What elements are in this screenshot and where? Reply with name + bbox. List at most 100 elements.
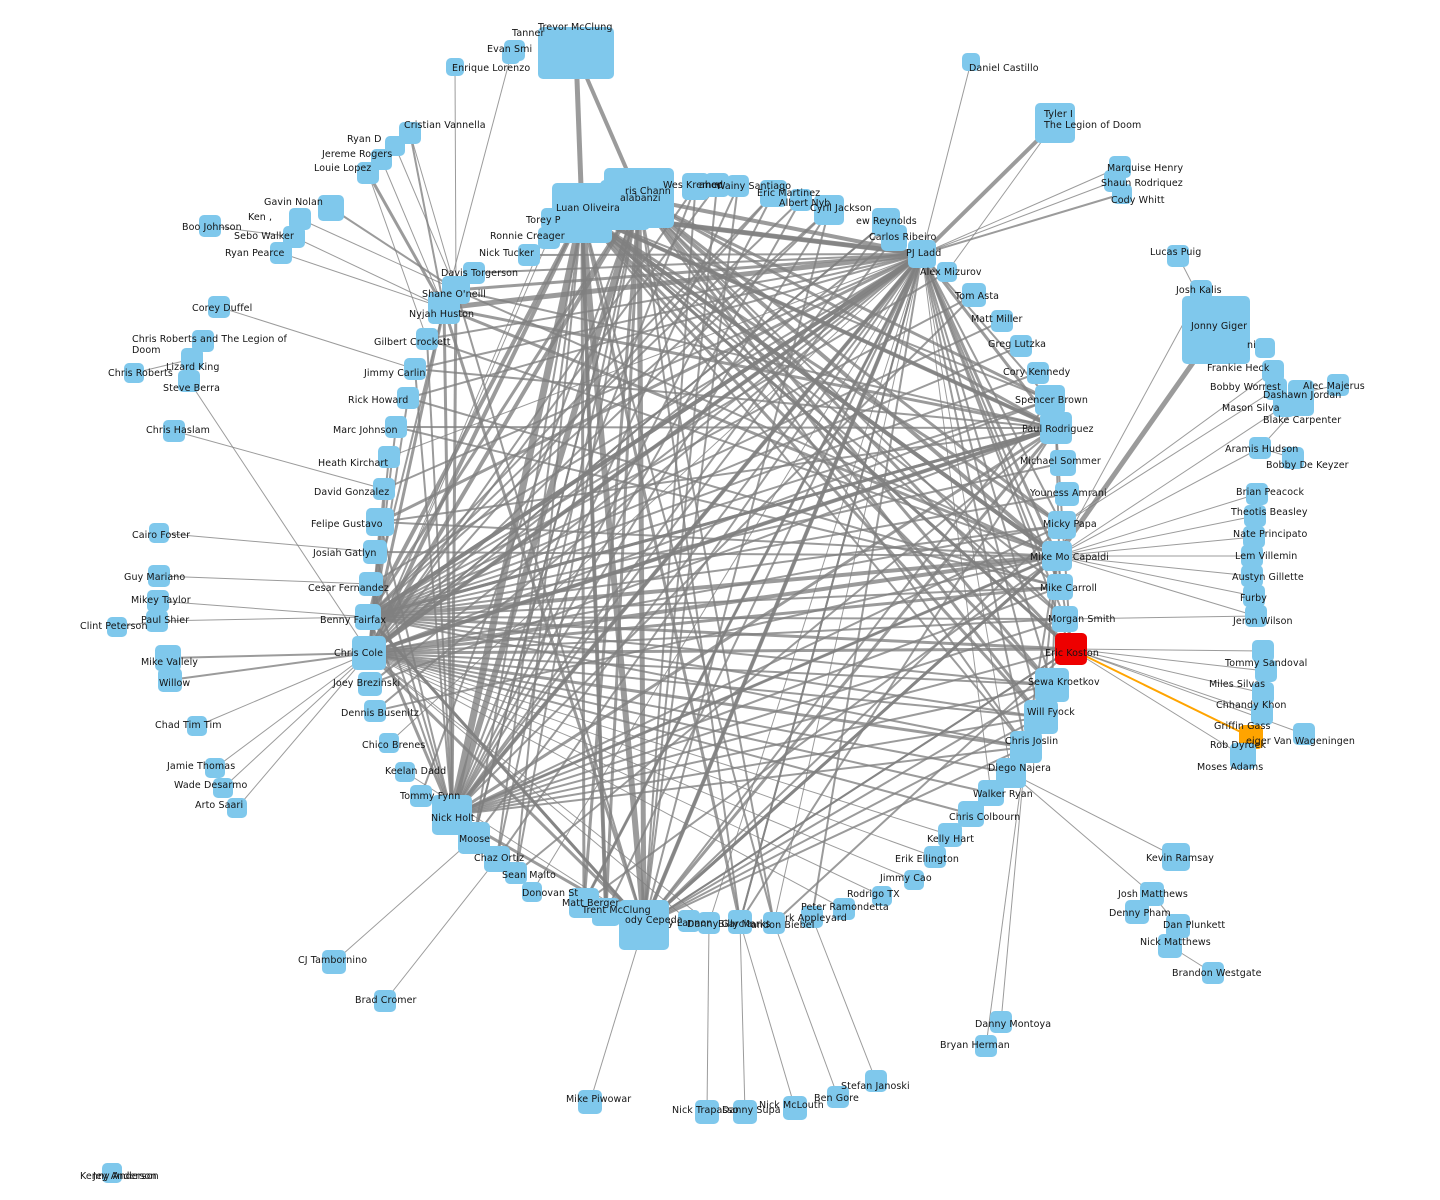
- graph-node-frankie-heck[interactable]: [1262, 360, 1284, 382]
- graph-node-mark-appleyard[interactable]: [801, 906, 823, 928]
- graph-node-cyril-jackson[interactable]: [814, 195, 844, 225]
- graph-node-steve-berra[interactable]: [178, 370, 200, 392]
- graph-node-chico-brenes[interactable]: [379, 733, 399, 753]
- graph-node-austyn-gillette[interactable]: [1241, 565, 1263, 587]
- graph-node-clint-peterson[interactable]: [107, 617, 127, 637]
- graph-node-marc-johnson[interactable]: [385, 416, 407, 438]
- graph-node-joey-brezinski[interactable]: [358, 672, 382, 696]
- graph-node-bryan-herman[interactable]: [975, 1035, 997, 1057]
- graph-node-youness-amrani[interactable]: [1055, 482, 1079, 506]
- graph-node-chris-cole[interactable]: [352, 636, 386, 670]
- graph-node-keelan-dadd[interactable]: [395, 762, 415, 782]
- graph-node-tommy-fynn[interactable]: [410, 785, 432, 807]
- graph-node-tyler-i[interactable]: [1035, 103, 1075, 143]
- graph-node-ryan-pearce[interactable]: [270, 242, 292, 264]
- graph-node-chris-haslam[interactable]: [163, 420, 185, 442]
- graph-node-paul-shier[interactable]: [146, 610, 168, 632]
- graph-node-gavin-nolan[interactable]: [318, 195, 344, 221]
- graph-node-matt-miller[interactable]: [991, 310, 1013, 332]
- graph-node-benny-fairfax[interactable]: [355, 604, 381, 630]
- graph-node-wainy-santiago[interactable]: [727, 175, 749, 197]
- graph-node-alex-mizurov[interactable]: [937, 262, 957, 282]
- graph-node-danny-montoya[interactable]: [990, 1011, 1012, 1033]
- graph-node-eric-koston[interactable]: [1055, 633, 1087, 665]
- graph-node-rodrigo-tx[interactable]: [872, 886, 892, 906]
- graph-node-cj-tambornino[interactable]: [322, 950, 346, 974]
- graph-node-chris-roberts[interactable]: [124, 363, 144, 383]
- graph-node-trent-mcclung[interactable]: [592, 898, 620, 926]
- graph-node-enrique-lorenzo[interactable]: [446, 58, 464, 76]
- graph-node-geiger-van-wageningen[interactable]: [1293, 723, 1315, 745]
- graph-node-lucas-puig[interactable]: [1167, 245, 1189, 267]
- graph-node-mike-carroll[interactable]: [1047, 574, 1073, 600]
- graph-node-mike-mo-capaldi[interactable]: [1042, 541, 1072, 571]
- graph-node-willow[interactable]: [158, 668, 182, 692]
- graph-node-nick-mclouth[interactable]: [783, 1096, 807, 1120]
- graph-node-bobby-de-keyzer[interactable]: [1282, 447, 1304, 469]
- graph-node-lem-villemin[interactable]: [1241, 545, 1263, 567]
- graph-node-paul-rodriguez[interactable]: [1040, 412, 1072, 444]
- graph-node-kevin-ramsay[interactable]: [1162, 843, 1190, 871]
- graph-node-boo-johnson[interactable]: [199, 215, 221, 237]
- graph-node-donovan-st[interactable]: [522, 882, 542, 902]
- graph-node-pj-ladd[interactable]: [908, 240, 936, 268]
- graph-node-nick-tucker[interactable]: [518, 244, 540, 266]
- graph-node-cody-whitt[interactable]: [1112, 184, 1132, 204]
- graph-node-jeron-wilson[interactable]: [1245, 605, 1267, 627]
- graph-node-jimmy-carlin[interactable]: [404, 358, 426, 380]
- graph-node-peter-ramondetta[interactable]: [833, 898, 855, 920]
- graph-node-chad-tim-tim[interactable]: [187, 716, 207, 736]
- graph-node-furby[interactable]: [1243, 585, 1265, 607]
- graph-node-nick-matthews[interactable]: [1158, 934, 1182, 958]
- graph-node-chhandy-khon[interactable]: [1252, 682, 1274, 704]
- graph-node-josiah-gatlyn[interactable]: [363, 540, 387, 564]
- graph-node-david-gonzalez[interactable]: [373, 478, 395, 500]
- graph-node-will-fyock[interactable]: [1024, 700, 1058, 734]
- graph-node-bobby-worrest[interactable]: [1265, 378, 1287, 400]
- graph-node-nick-trapasso[interactable]: [695, 1100, 719, 1124]
- graph-node-albert-nyberg[interactable]: [790, 189, 812, 211]
- graph-node-evan-smith[interactable]: [502, 46, 520, 64]
- graph-node-gilbert-crockett[interactable]: [416, 328, 438, 350]
- graph-node-chris-joslin[interactable]: [1010, 731, 1042, 763]
- graph-node-jey-anderson[interactable]: [104, 1163, 122, 1181]
- graph-node-nahod[interactable]: [705, 173, 729, 197]
- graph-node-cairo-foster[interactable]: [149, 523, 169, 543]
- graph-node-danny-supa[interactable]: [733, 1100, 757, 1124]
- graph-node-erik-ellington[interactable]: [924, 846, 946, 868]
- graph-node-diego-najera[interactable]: [996, 758, 1026, 788]
- graph-node-jimmy-lannon[interactable]: [678, 910, 700, 932]
- graph-node-rick-howard[interactable]: [397, 387, 419, 409]
- graph-node-spencer-brown[interactable]: [1035, 385, 1065, 415]
- graph-node-alec-majerus[interactable]: [1327, 374, 1349, 396]
- graph-node-mike-vallely[interactable]: [155, 645, 181, 671]
- graph-node-arto-saari[interactable]: [227, 798, 247, 818]
- graph-node-billy-marks[interactable]: [728, 910, 752, 934]
- graph-node-cesar-fernandez[interactable]: [359, 572, 383, 596]
- graph-node-kenny[interactable]: [289, 208, 311, 230]
- graph-node-wade-desarmo[interactable]: [213, 778, 233, 798]
- graph-node-sean-malto[interactable]: [505, 862, 527, 884]
- graph-node-michael-sommer[interactable]: [1050, 450, 1076, 476]
- graph-node-brad-cromer[interactable]: [374, 990, 396, 1012]
- graph-node-jamie-thomas[interactable]: [205, 758, 225, 778]
- graph-node-josh-kalis[interactable]: [1190, 280, 1212, 302]
- graph-node-heath-kirchart[interactable]: [378, 446, 400, 468]
- graph-node-tom-asta[interactable]: [962, 283, 986, 307]
- graph-node-stefan-janoski[interactable]: [865, 1070, 887, 1092]
- graph-node-ronnie-creager[interactable]: [538, 227, 560, 249]
- graph-node-lizard-king[interactable]: [181, 348, 203, 370]
- graph-node-brandon-westgate[interactable]: [1202, 962, 1224, 984]
- graph-node-dennis-busenitz[interactable]: [364, 700, 386, 722]
- graph-node-jimmy-cao[interactable]: [904, 870, 924, 890]
- graph-node-wes-kremer[interactable]: [682, 173, 709, 200]
- graph-node-jonny-giger[interactable]: [1182, 296, 1250, 364]
- graph-node-denny-pham[interactable]: [1125, 900, 1149, 924]
- graph-node-felipe-gustavo[interactable]: [366, 508, 394, 536]
- graph-node-mike-piwowar[interactable]: [578, 1090, 602, 1114]
- graph-node-brian-peacock[interactable]: [1246, 483, 1268, 505]
- graph-node-carlos-ribeiro[interactable]: [881, 225, 907, 251]
- graph-node-sewa-kroetkov[interactable]: [1035, 668, 1069, 702]
